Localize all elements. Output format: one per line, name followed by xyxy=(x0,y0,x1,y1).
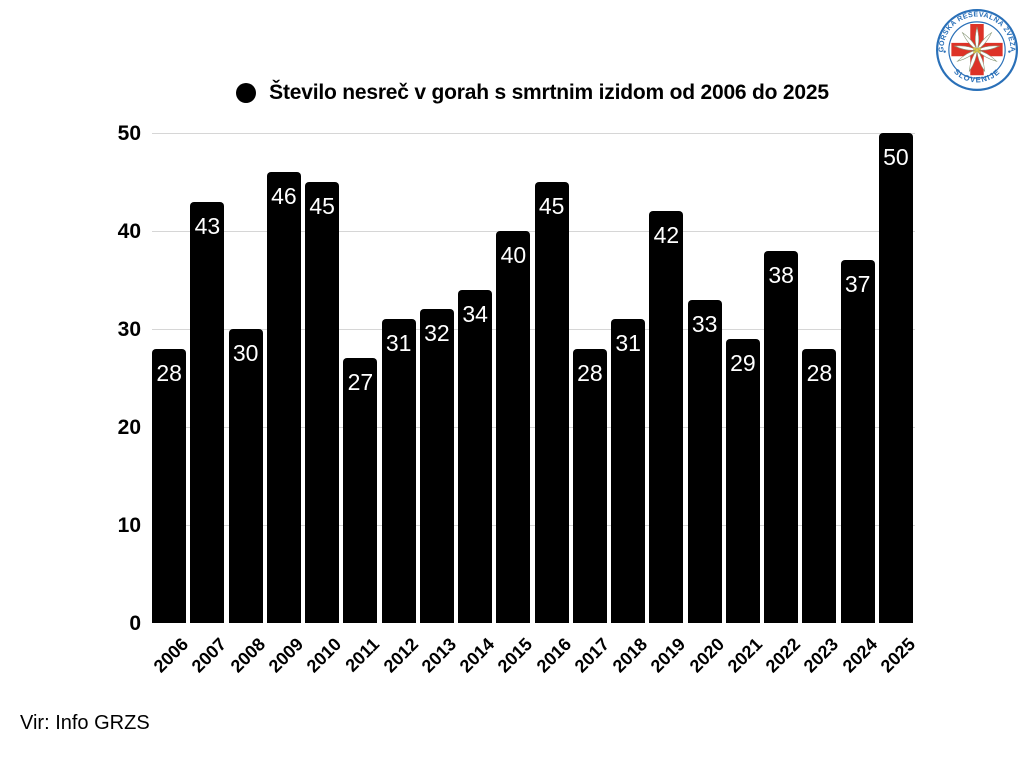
bar-2015: 40 xyxy=(496,231,531,623)
source-text: Vir: Info GRZS xyxy=(20,712,150,734)
gridline-10 xyxy=(152,525,915,526)
x-axis-label-2008: 2008 xyxy=(226,634,269,677)
bar-value-label: 28 xyxy=(806,359,833,386)
logo-ring-dot-left xyxy=(943,50,946,53)
bar-value-label: 50 xyxy=(883,144,909,170)
logo-ring-dot-right xyxy=(1008,50,1011,53)
x-axis-label-2024: 2024 xyxy=(838,634,881,677)
bar-value-label: 30 xyxy=(232,340,259,366)
bar-value-label: 31 xyxy=(615,330,641,357)
bar-value-label: 38 xyxy=(768,261,794,288)
x-axis-label-2012: 2012 xyxy=(379,634,422,677)
bar-2018: 31 xyxy=(611,319,646,623)
legend-marker-dot xyxy=(236,83,257,103)
x-axis-label-2010: 2010 xyxy=(302,634,346,677)
bar-value-label: 32 xyxy=(424,320,450,347)
bar-2021: 29 xyxy=(725,338,760,623)
bar-2022: 38 xyxy=(764,250,799,623)
bar-2023: 28 xyxy=(802,348,837,623)
bar-2017: 28 xyxy=(572,348,607,623)
bar-2019: 42 xyxy=(649,211,684,623)
bar-2024: 37 xyxy=(840,260,875,623)
x-axis-label-2006: 2006 xyxy=(149,634,193,677)
x-axis-label-2009: 2009 xyxy=(264,634,308,677)
x-axis-label-2022: 2022 xyxy=(761,634,805,677)
plot-area: 28 2006 43 2007 30 2008 46 2009 45 2010 27 2011 31 20… xyxy=(150,133,919,676)
bar-2006: 28 xyxy=(152,348,187,623)
x-axis-label-2021: 2021 xyxy=(723,634,767,677)
edelweiss-flower-icon xyxy=(953,26,1001,73)
bar-value-label: 28 xyxy=(156,359,182,386)
bar-2020: 33 xyxy=(687,299,722,623)
bar-2011: 27 xyxy=(343,358,378,623)
bar-value-label: 40 xyxy=(500,242,527,268)
gridline-40 xyxy=(152,231,915,232)
bar-value-label: 45 xyxy=(309,193,335,219)
chart-title-row: Število nesreč v gorah s smrtnim izidom … xyxy=(150,78,915,108)
y-axis-label-0: 0 xyxy=(129,612,141,635)
gridline-20 xyxy=(152,427,915,428)
y-axis-label-10: 10 xyxy=(117,514,141,537)
x-axis-label-2019: 2019 xyxy=(647,634,690,677)
gridline-30 xyxy=(152,329,915,330)
y-axis-label-30: 30 xyxy=(117,318,141,341)
bar-value-label: 42 xyxy=(653,222,680,249)
bar-2012: 31 xyxy=(381,319,416,623)
bar-2013: 32 xyxy=(419,309,454,623)
bar-2008: 30 xyxy=(228,329,263,623)
bar-2007: 43 xyxy=(190,201,225,623)
x-axis-label-2015: 2015 xyxy=(494,634,537,677)
bar-value-label: 28 xyxy=(577,359,603,386)
y-axis-label-20: 20 xyxy=(117,416,141,439)
x-axis-label-2016: 2016 xyxy=(532,634,575,677)
x-axis-label-2020: 2020 xyxy=(685,634,728,677)
x-axis-label-2014: 2014 xyxy=(455,634,499,677)
bar-2016: 45 xyxy=(534,182,569,623)
x-axis-label-2007: 2007 xyxy=(188,634,231,677)
x-axis-label-2013: 2013 xyxy=(417,634,461,677)
y-axis-label-40: 40 xyxy=(117,220,141,243)
chart-title: Število nesreč v gorah s smrtnim izidom … xyxy=(269,81,829,104)
grzs-logo: GORSKA REŠEVALNA ZVEZA SLOVENIJE xyxy=(936,9,1018,91)
bar-2014: 34 xyxy=(458,289,493,623)
y-axis-label-50: 50 xyxy=(117,122,141,145)
y-axis-labels: 0 10 20 30 40 50 xyxy=(0,0,141,768)
bar-2009: 46 xyxy=(266,172,301,623)
bar-2025: 50 xyxy=(878,133,913,623)
bar-value-label: 37 xyxy=(844,271,871,298)
x-axis-label-2018: 2018 xyxy=(608,634,652,677)
x-axis-label-2025: 2025 xyxy=(876,634,920,677)
bar-value-label: 31 xyxy=(385,330,412,357)
x-axis-label-2023: 2023 xyxy=(800,634,843,677)
bar-2010: 45 xyxy=(305,182,340,623)
gridline-50 xyxy=(152,133,915,134)
x-axis-label-2011: 2011 xyxy=(341,634,384,676)
bar-value-label: 34 xyxy=(462,300,488,327)
bar-value-label: 46 xyxy=(271,183,297,210)
bar-value-label: 27 xyxy=(347,369,374,396)
bar-value-label: 33 xyxy=(691,310,718,337)
x-axis-label-2017: 2017 xyxy=(570,634,614,677)
bar-value-label: 43 xyxy=(194,212,221,239)
bar-value-label: 45 xyxy=(538,193,565,219)
bar-value-label: 29 xyxy=(730,349,756,376)
